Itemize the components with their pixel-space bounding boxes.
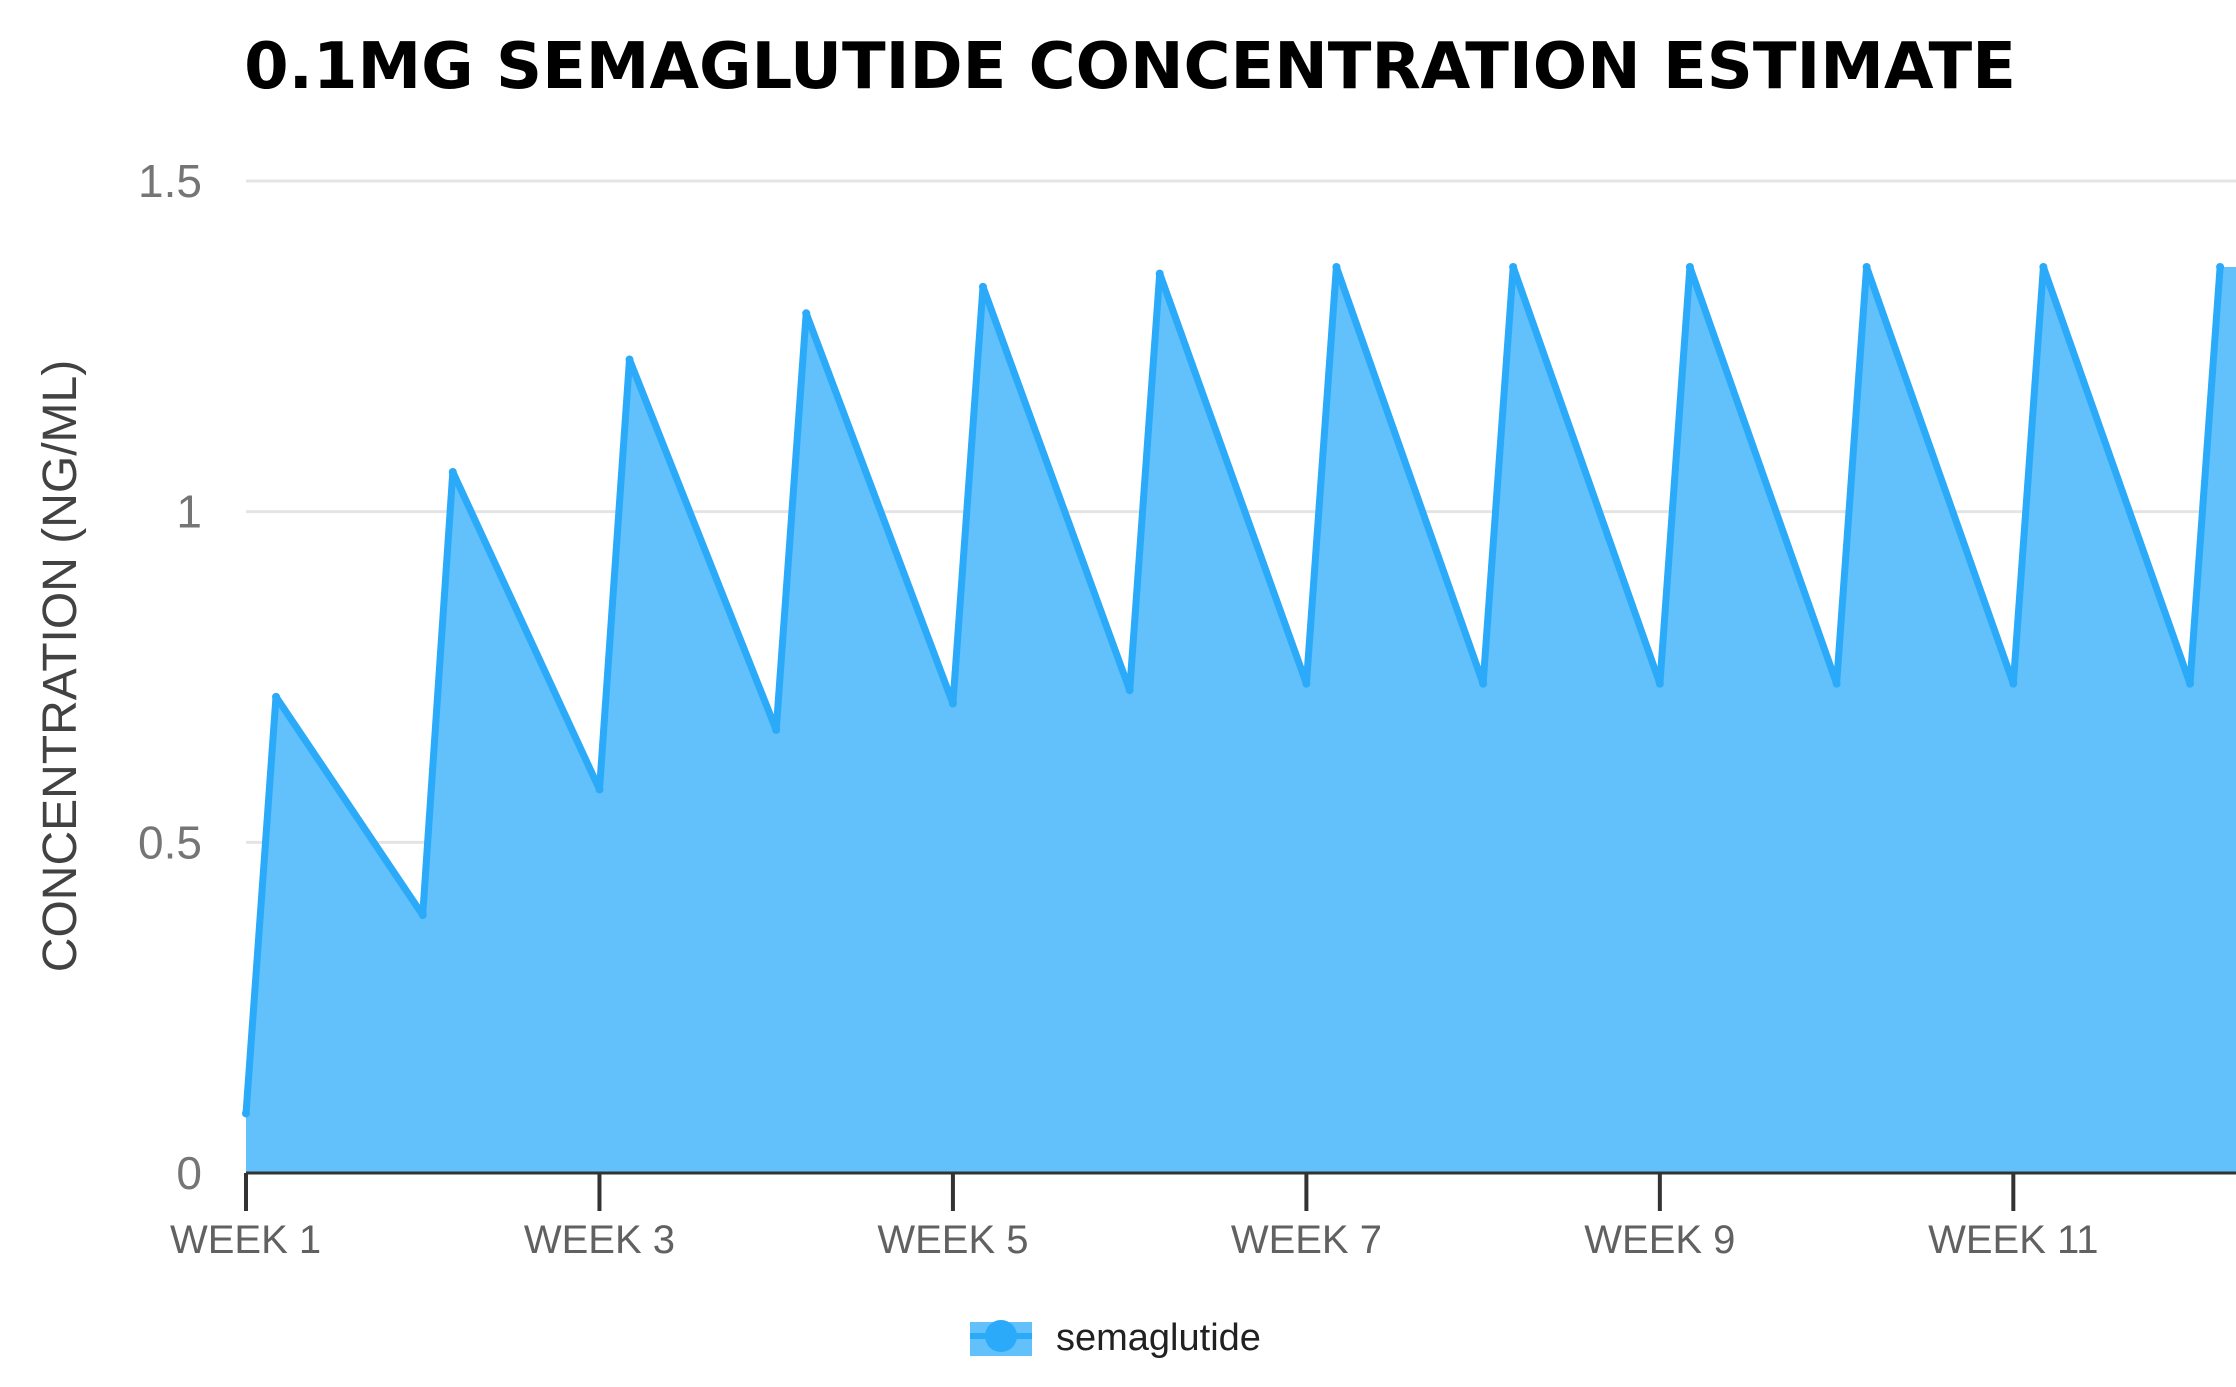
chart-title: 0.1MG SEMAGLUTIDE CONCENTRATION ESTIMATE xyxy=(244,30,2016,104)
data-point xyxy=(272,692,281,701)
legend-label[interactable]: semaglutide xyxy=(1056,1317,1261,1359)
plot-area xyxy=(242,262,2236,1173)
data-point xyxy=(1509,262,1518,271)
y-axis-label: CONCENTRATION (NG/ML) xyxy=(34,360,87,972)
data-point xyxy=(1832,679,1841,688)
series-area xyxy=(246,267,2236,1173)
x-tick-label: WEEK 7 xyxy=(1231,1218,1382,1262)
data-point xyxy=(2009,679,2018,688)
x-axis: WEEK 1 WEEK 3 WEEK 5 WEEK 7 WEEK 9 WEEK 11 xyxy=(170,1171,2236,1262)
data-point xyxy=(1302,679,1311,688)
data-point xyxy=(2186,679,2195,688)
x-tick-label: WEEK 1 xyxy=(170,1218,321,1262)
data-point xyxy=(1125,686,1134,695)
data-point xyxy=(242,1109,250,1118)
x-tick-label: WEEK 9 xyxy=(1584,1218,1735,1262)
data-point xyxy=(418,911,427,920)
legend[interactable]: semaglutide xyxy=(970,1317,1261,1359)
y-tick-label: 1.5 xyxy=(138,155,202,207)
y-axis-ticks: 0 0.5 1 1.5 xyxy=(138,155,202,1199)
legend-marker xyxy=(985,1320,1017,1352)
data-point xyxy=(948,699,957,708)
data-point xyxy=(2216,262,2225,271)
data-point xyxy=(978,282,987,291)
data-point xyxy=(2039,262,2048,271)
y-tick-label: 0 xyxy=(176,1147,202,1199)
data-point xyxy=(595,785,604,794)
data-point xyxy=(1332,262,1341,271)
y-tick-label: 0.5 xyxy=(138,816,202,868)
x-tick-label: WEEK 3 xyxy=(524,1218,675,1262)
x-tick-label: WEEK 5 xyxy=(877,1218,1028,1262)
data-point xyxy=(802,309,811,318)
data-point xyxy=(1655,679,1664,688)
y-tick-label: 1 xyxy=(176,486,202,538)
data-point xyxy=(448,467,457,476)
x-tick-label: WEEK 11 xyxy=(1928,1218,2098,1262)
data-point xyxy=(772,725,781,734)
data-point xyxy=(1479,679,1488,688)
series-line xyxy=(242,263,2224,1117)
data-point xyxy=(625,355,634,364)
data-point xyxy=(1155,269,1164,278)
data-point xyxy=(1685,262,1694,271)
data-point xyxy=(1862,262,1871,271)
